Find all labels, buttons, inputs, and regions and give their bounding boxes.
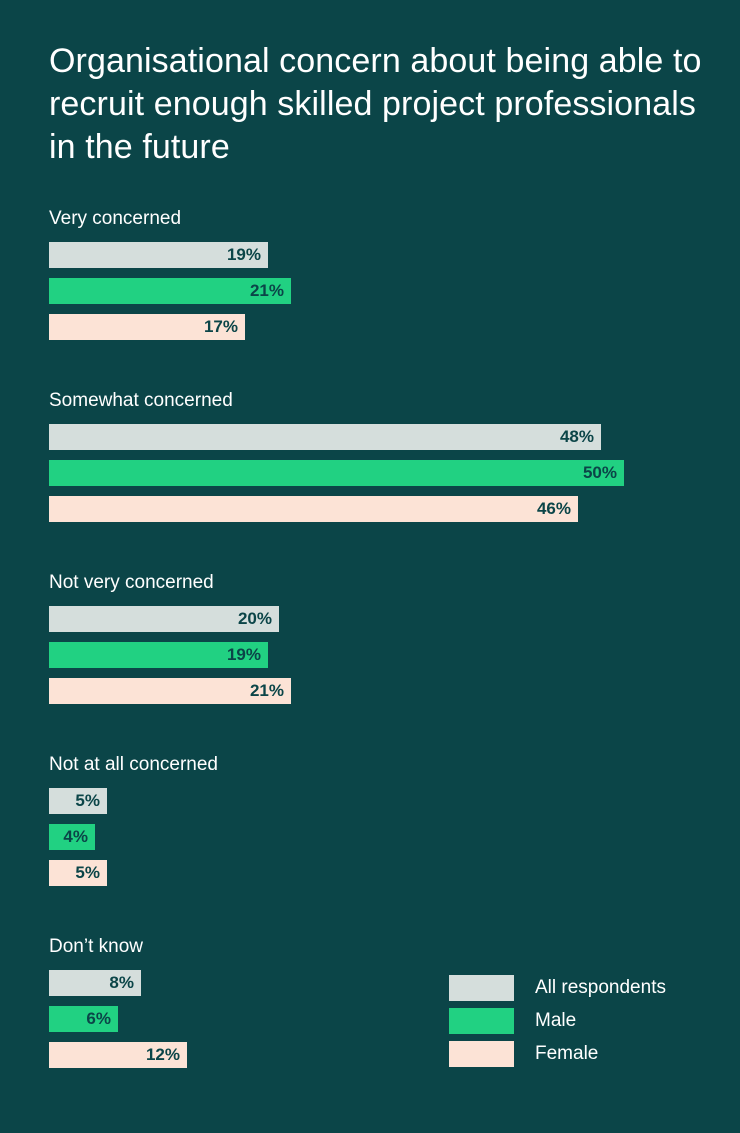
legend-swatch bbox=[449, 975, 514, 1001]
bar-very-concerned-all-respondents: 19% bbox=[49, 242, 268, 268]
category-label-not-at-all-concerned: Not at all concerned bbox=[49, 754, 218, 775]
bar-value-label: 21% bbox=[249, 281, 284, 300]
bar-very-concerned-male: 21% bbox=[49, 278, 291, 304]
bar-value-label: 48% bbox=[559, 427, 594, 446]
legend-swatch bbox=[449, 1041, 514, 1067]
bar-value-label: 5% bbox=[75, 791, 100, 810]
bar-value-label: 50% bbox=[582, 463, 617, 482]
bar-value-label: 19% bbox=[226, 645, 261, 664]
bar-value-label: 17% bbox=[203, 317, 238, 336]
category-label-somewhat-concerned: Somewhat concerned bbox=[49, 390, 233, 411]
category-label-not-very-concerned: Not very concerned bbox=[49, 572, 214, 593]
bar-value-label: 46% bbox=[536, 499, 571, 518]
bar-don-t-know-all-respondents: 8% bbox=[49, 970, 141, 996]
bar-don-t-know-male: 6% bbox=[49, 1006, 118, 1032]
legend-swatch bbox=[449, 1008, 514, 1034]
bar-very-concerned-female: 17% bbox=[49, 314, 245, 340]
bar-not-at-all-concerned-female: 5% bbox=[49, 860, 107, 886]
category-label-very-concerned: Very concerned bbox=[49, 208, 182, 229]
bar-value-label: 6% bbox=[86, 1009, 111, 1028]
bar-value-label: 20% bbox=[237, 609, 272, 628]
legend-label: Male bbox=[535, 1010, 577, 1031]
bar-value-label: 8% bbox=[109, 973, 134, 992]
bar-not-very-concerned-male: 19% bbox=[49, 642, 268, 668]
bar-somewhat-concerned-female: 46% bbox=[49, 496, 578, 522]
bar-somewhat-concerned-male: 50% bbox=[49, 460, 624, 486]
bar-value-label: 4% bbox=[63, 827, 88, 846]
bar-not-at-all-concerned-male: 4% bbox=[49, 824, 95, 850]
bar-value-label: 12% bbox=[145, 1045, 180, 1064]
bar-value-label: 19% bbox=[226, 245, 261, 264]
bar-not-at-all-concerned-all-respondents: 5% bbox=[49, 788, 107, 814]
legend-label: All respondents bbox=[535, 977, 666, 998]
legend-label: Female bbox=[535, 1043, 599, 1064]
bar-not-very-concerned-all-respondents: 20% bbox=[49, 606, 279, 632]
bar-not-very-concerned-female: 21% bbox=[49, 678, 291, 704]
category-label-don-t-know: Don’t know bbox=[49, 936, 143, 957]
bar-value-label: 5% bbox=[75, 863, 100, 882]
bar-value-label: 21% bbox=[249, 681, 284, 700]
bar-don-t-know-female: 12% bbox=[49, 1042, 187, 1068]
chart-title: Organisational concern about being able … bbox=[49, 42, 702, 166]
bar-somewhat-concerned-all-respondents: 48% bbox=[49, 424, 601, 450]
